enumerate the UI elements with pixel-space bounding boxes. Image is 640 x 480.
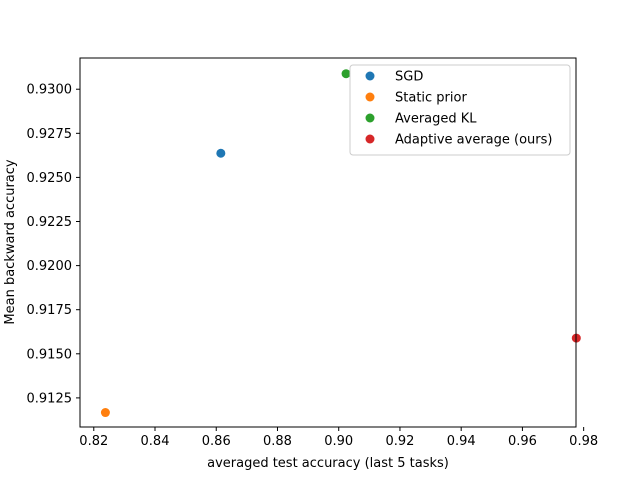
- legend-label: SGD: [395, 70, 423, 85]
- x-tick-label: 0.86: [202, 434, 231, 449]
- y-tick-label: 0.9250: [27, 171, 73, 186]
- data-point: [216, 148, 226, 158]
- x-tick-label: 0.84: [141, 434, 170, 449]
- legend-marker: [365, 71, 375, 81]
- x-tick-label: 0.96: [508, 434, 537, 449]
- legend-marker: [365, 134, 375, 144]
- x-tick-label: 0.90: [324, 434, 353, 449]
- legend: SGD Static prior Averaged KL Adaptive avera…: [349, 64, 571, 156]
- y-tick-label: 0.9175: [27, 303, 73, 318]
- y-tick-label: 0.9150: [27, 347, 73, 362]
- y-axis-ticks: 0.9125 0.9150 0.9175 0.9200 0.9225 0.9250 0.92…: [27, 83, 80, 406]
- y-tick-label: 0.9300: [27, 83, 73, 98]
- data-point: [341, 69, 351, 79]
- legend-label: Adaptive average (ours): [395, 133, 552, 148]
- x-tick-label: 0.98: [569, 434, 598, 449]
- x-tick-label: 0.92: [385, 434, 414, 449]
- x-tick-label: 0.82: [79, 434, 108, 449]
- legend-frame: [349, 64, 571, 156]
- x-axis-ticks: 0.82 0.84 0.86 0.88 0.90 0.92 0.94 0.96 0.98: [79, 427, 598, 449]
- axes-frame: [79, 57, 577, 428]
- y-axis-label: Mean backward accuracy: [3, 159, 18, 325]
- x-tick-label: 0.94: [447, 434, 476, 449]
- data-point: [100, 408, 110, 418]
- legend-label: Static prior: [395, 91, 467, 106]
- x-axis-label: averaged test accuracy (last 5 tasks): [207, 456, 449, 471]
- legend-marker: [365, 113, 375, 123]
- legend-marker: [365, 92, 375, 102]
- y-tick-label: 0.9275: [27, 127, 73, 142]
- legend-label: Averaged KL: [395, 112, 477, 127]
- x-tick-label: 0.88: [263, 434, 292, 449]
- y-tick-label: 0.9125: [27, 391, 73, 406]
- y-tick-label: 0.9200: [27, 259, 73, 274]
- y-tick-label: 0.9225: [27, 215, 73, 230]
